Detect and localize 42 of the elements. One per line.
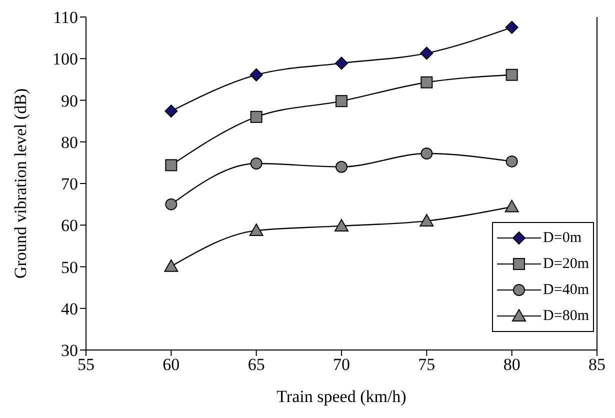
y-tick-label: 90 [61, 91, 78, 110]
point [420, 76, 433, 88]
x-tick-label: 85 [588, 355, 606, 374]
point [250, 158, 262, 170]
point [165, 159, 178, 172]
point [420, 148, 433, 160]
y-tick-label: 30 [61, 341, 78, 360]
legend-label: D=0m [543, 229, 582, 248]
point [336, 160, 348, 173]
y-tick-label: 50 [61, 258, 78, 277]
legend-label: D=40m [543, 281, 589, 300]
point [504, 200, 519, 212]
point [336, 95, 348, 108]
y-tick-label: 40 [61, 299, 78, 318]
x-tick-label: 70 [333, 355, 350, 374]
x-tick-label: 75 [418, 355, 436, 374]
legend-label: D=80m [543, 307, 589, 326]
point [506, 155, 518, 168]
y-tick-label: 80 [61, 132, 78, 152]
point [164, 104, 178, 118]
point [165, 198, 178, 210]
y-tick-label: 60 [61, 216, 78, 236]
point [505, 20, 518, 34]
x-tick-label: 65 [248, 355, 265, 374]
point [164, 259, 178, 272]
y-tick-label: 70 [61, 174, 78, 194]
x-tick-label: 55 [78, 355, 94, 374]
point [420, 214, 434, 226]
x-axis-title: Train speed (km/h) [276, 387, 406, 406]
point [334, 218, 348, 232]
point [250, 68, 263, 82]
y-axis-title: Ground vibration level (dB) [11, 88, 30, 279]
point [249, 224, 264, 236]
point [335, 56, 348, 70]
legend-label: D=20m [543, 255, 589, 274]
point [250, 110, 262, 123]
y-tick-label: 110 [53, 8, 78, 28]
point [506, 68, 518, 81]
point [420, 46, 434, 60]
y-tick-label: 100 [52, 50, 78, 69]
x-tick-label: 60 [162, 355, 180, 374]
x-tick-label: 80 [503, 355, 520, 374]
